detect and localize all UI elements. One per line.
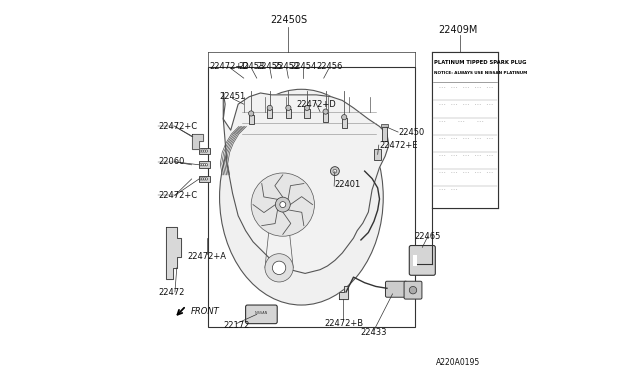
Text: 22451: 22451 xyxy=(220,92,246,101)
Bar xyxy=(381,124,388,127)
Circle shape xyxy=(248,111,254,116)
Circle shape xyxy=(275,197,291,212)
Circle shape xyxy=(200,150,202,152)
Text: 22433: 22433 xyxy=(361,328,387,337)
Circle shape xyxy=(200,178,202,180)
FancyBboxPatch shape xyxy=(246,305,277,324)
Circle shape xyxy=(267,105,273,110)
Text: ---  ---  ---  ---  ---: --- --- --- --- --- xyxy=(434,170,493,174)
Text: NISSAN: NISSAN xyxy=(255,311,268,315)
Text: 22401: 22401 xyxy=(335,180,361,189)
Circle shape xyxy=(251,173,314,236)
Text: 22472+C: 22472+C xyxy=(158,191,197,200)
Ellipse shape xyxy=(220,89,383,305)
Text: 22450S: 22450S xyxy=(270,16,307,25)
Text: 22453: 22453 xyxy=(238,62,264,71)
Polygon shape xyxy=(166,227,180,279)
Circle shape xyxy=(410,286,417,294)
Circle shape xyxy=(286,105,291,110)
Bar xyxy=(383,127,387,141)
Circle shape xyxy=(202,164,204,166)
Text: 22472+E: 22472+E xyxy=(380,141,418,150)
Bar xyxy=(413,255,417,266)
Circle shape xyxy=(265,254,293,282)
Text: 22472+A: 22472+A xyxy=(187,252,226,261)
Text: 22472+D: 22472+D xyxy=(296,100,336,109)
Polygon shape xyxy=(223,93,389,273)
Text: FRONT: FRONT xyxy=(191,307,220,316)
Text: 22472+C: 22472+C xyxy=(158,122,197,131)
Text: 22455: 22455 xyxy=(257,62,283,71)
Text: ---  ---  ---  ---  ---: --- --- --- --- --- xyxy=(434,102,493,106)
Text: 22465: 22465 xyxy=(415,232,441,241)
Text: 22172: 22172 xyxy=(223,321,250,330)
FancyBboxPatch shape xyxy=(410,246,435,275)
Circle shape xyxy=(280,202,286,208)
Circle shape xyxy=(305,105,310,110)
Bar xyxy=(267,109,273,118)
FancyBboxPatch shape xyxy=(404,281,422,299)
Text: NOTICE: ALWAYS USE NISSAN PLATINUM: NOTICE: ALWAYS USE NISSAN PLATINUM xyxy=(434,71,527,75)
Text: ---  ---: --- --- xyxy=(434,187,458,192)
Circle shape xyxy=(204,178,206,180)
Text: 22472+B: 22472+B xyxy=(324,319,364,328)
Circle shape xyxy=(333,169,337,173)
Text: A220A0195: A220A0195 xyxy=(435,358,480,367)
Circle shape xyxy=(204,164,206,166)
Bar xyxy=(431,52,498,208)
Circle shape xyxy=(205,150,207,152)
Circle shape xyxy=(323,109,328,114)
Circle shape xyxy=(202,150,204,152)
Bar xyxy=(209,67,415,327)
Bar xyxy=(305,109,310,118)
Bar xyxy=(374,149,381,160)
Circle shape xyxy=(342,115,347,120)
Bar xyxy=(199,148,211,154)
Text: ---  ---  ---  ---  ---: --- --- --- --- --- xyxy=(434,85,493,89)
Circle shape xyxy=(204,150,206,152)
Bar xyxy=(286,109,291,118)
Text: 22450: 22450 xyxy=(398,128,424,137)
Polygon shape xyxy=(191,134,203,149)
Text: 22472: 22472 xyxy=(158,288,184,296)
Circle shape xyxy=(273,261,286,275)
Text: 22456: 22456 xyxy=(316,62,342,71)
FancyBboxPatch shape xyxy=(385,281,407,297)
Text: ---  ---  ---  ---  ---: --- --- --- --- --- xyxy=(434,136,493,140)
Circle shape xyxy=(200,164,202,166)
Bar xyxy=(323,113,328,122)
Bar xyxy=(248,115,254,124)
Circle shape xyxy=(330,167,339,176)
Circle shape xyxy=(202,178,204,180)
Bar xyxy=(199,176,211,182)
Text: 22452: 22452 xyxy=(273,62,300,71)
Bar xyxy=(431,52,498,208)
Bar xyxy=(199,161,211,168)
Text: ---     ---     ---: --- --- --- xyxy=(434,119,488,123)
Text: 22060: 22060 xyxy=(158,157,184,166)
Polygon shape xyxy=(339,286,348,299)
Text: ---  ---  ---  ---  ---: --- --- --- --- --- xyxy=(434,153,493,157)
Text: PLATINUM TIPPED SPARK PLUG: PLATINUM TIPPED SPARK PLUG xyxy=(434,60,526,65)
Bar xyxy=(342,118,347,128)
Circle shape xyxy=(205,178,207,180)
Text: 22472+D: 22472+D xyxy=(209,62,249,71)
Text: 22454: 22454 xyxy=(290,62,316,71)
Circle shape xyxy=(205,164,207,166)
Text: 22409M: 22409M xyxy=(438,25,477,35)
